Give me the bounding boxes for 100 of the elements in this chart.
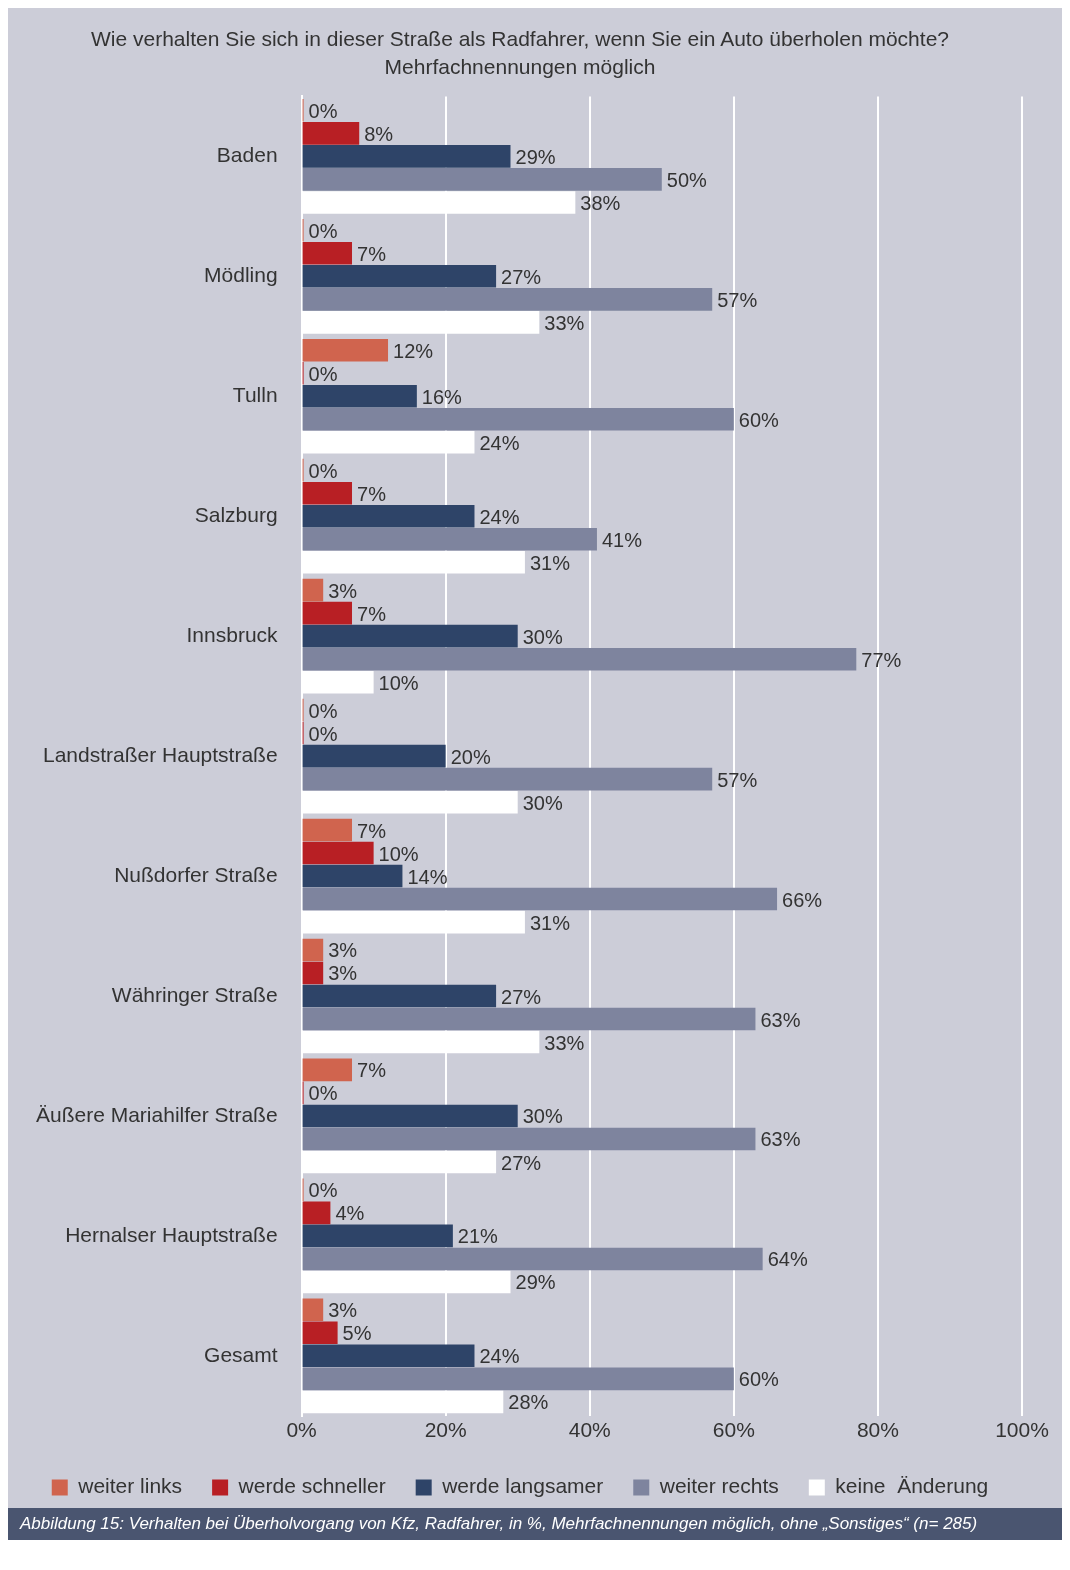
- data-label: 21%: [457, 1225, 499, 1248]
- data-label: 7%: [357, 1059, 387, 1082]
- data-label: 8%: [364, 122, 394, 145]
- y-tick-label: Äußere Mariahilfer Straße: [35, 1102, 278, 1126]
- x-tick-label: 60%: [712, 1418, 755, 1442]
- x-tick-label: 80%: [856, 1418, 899, 1442]
- bar: [302, 601, 353, 625]
- bar: [302, 1344, 475, 1368]
- data-label: 0%: [308, 99, 338, 122]
- bar: [302, 145, 511, 168]
- x-tick-label: 40%: [568, 1418, 611, 1442]
- legend-label: werde schneller: [237, 1474, 386, 1498]
- data-label: 27%: [501, 985, 542, 1008]
- bar: [302, 384, 417, 408]
- data-label: 24%: [479, 505, 520, 528]
- data-label: 60%: [738, 1368, 780, 1391]
- data-label: 64%: [767, 1248, 808, 1271]
- data-label: 0%: [308, 1082, 338, 1105]
- y-tick-label: Tulln: [232, 383, 278, 407]
- bar: [302, 265, 497, 288]
- bar: [302, 887, 778, 911]
- bar: [302, 338, 389, 362]
- bar: [302, 1058, 353, 1082]
- bar: [302, 1127, 756, 1151]
- bar: [302, 767, 713, 791]
- data-label: 3%: [328, 962, 358, 985]
- data-label: 27%: [501, 265, 542, 288]
- y-tick-label: Salzburg: [194, 503, 278, 527]
- data-label: 38%: [580, 191, 621, 214]
- y-tick-label: Nußdorfer Straße: [114, 862, 278, 886]
- data-label: 57%: [717, 768, 758, 791]
- bar: [302, 168, 662, 191]
- data-label: 0%: [308, 699, 338, 722]
- legend-label: weiter rechts: [658, 1474, 779, 1498]
- data-label: 4%: [335, 1202, 365, 1225]
- data-label: 50%: [666, 168, 708, 191]
- y-tick-label: Mödling: [204, 263, 278, 287]
- data-label: 0%: [308, 722, 338, 745]
- data-label: 29%: [515, 145, 556, 168]
- bar: [302, 647, 857, 671]
- bar: [302, 744, 446, 768]
- data-label: 63%: [760, 1008, 801, 1031]
- data-label: 63%: [760, 1128, 801, 1151]
- data-label: 24%: [479, 431, 520, 454]
- chart-title: Wie verhalten Sie sich in dieser Straße als Radfahrer, wenn Sie ein Auto überholen möchte?: [91, 27, 949, 51]
- bar: [302, 818, 353, 842]
- legend-label: werde langsamer: [441, 1474, 604, 1498]
- bar: [302, 288, 713, 311]
- text: Abbildung 15: Verhalten bei Überholvorgang von Kfz, Radfahrer, in %, Mehrfachnennungen möglich, ohne „Sonstiges“ (n= 285): [8, 1508, 1062, 1540]
- data-label: 7%: [357, 242, 387, 265]
- data-label: 30%: [522, 625, 563, 648]
- y-tick-label: Gesamt: [204, 1342, 278, 1366]
- data-label: 14%: [407, 865, 448, 888]
- bar: [302, 527, 597, 551]
- data-label: 29%: [515, 1271, 556, 1294]
- data-label: 30%: [522, 791, 563, 814]
- data-label: 7%: [357, 602, 387, 625]
- bar: [302, 1201, 331, 1225]
- chart-subtitle: Mehrfachnennungen möglich: [384, 54, 656, 78]
- data-label: 3%: [328, 1299, 358, 1322]
- bar: [302, 408, 734, 431]
- data-label: 28%: [508, 1391, 549, 1414]
- data-label: 7%: [357, 819, 387, 842]
- data-label: 0%: [308, 362, 338, 385]
- bar: [302, 1247, 763, 1271]
- y-tick-label: Hernalser Hauptstraße: [65, 1222, 278, 1246]
- bar: [302, 938, 324, 962]
- bar: [302, 984, 497, 1008]
- bar: [302, 122, 360, 145]
- legend-label: keine Änderung: [835, 1474, 989, 1498]
- data-label: 33%: [544, 1031, 585, 1054]
- bar: [302, 1321, 338, 1345]
- data-label: 60%: [738, 408, 780, 431]
- data-label: 3%: [328, 579, 358, 602]
- data-label: 20%: [450, 745, 491, 768]
- data-label: 57%: [717, 288, 758, 311]
- bar: [302, 624, 518, 648]
- y-tick-label: Landstraßer Hauptstraße: [42, 742, 278, 766]
- data-label: 30%: [522, 1105, 563, 1128]
- data-label: 3%: [328, 939, 358, 962]
- bar: [302, 242, 353, 265]
- data-label: 33%: [544, 311, 585, 334]
- bar: [302, 841, 374, 865]
- bar: [302, 504, 475, 528]
- x-tick-label: 0%: [286, 1418, 317, 1442]
- data-label: 10%: [378, 842, 419, 865]
- bar: [302, 1224, 453, 1248]
- data-label: 16%: [421, 385, 463, 408]
- bar: [302, 864, 403, 888]
- data-label: 7%: [357, 482, 387, 505]
- data-label: 5%: [342, 1322, 372, 1345]
- bar: [302, 1298, 324, 1322]
- y-tick-label: Währinger Straße: [111, 982, 278, 1006]
- data-label: 31%: [529, 911, 571, 934]
- bar: [302, 1367, 734, 1391]
- data-label: 0%: [308, 219, 338, 242]
- x-tick-label: 20%: [424, 1418, 467, 1442]
- bar: [302, 578, 324, 602]
- data-label: 24%: [479, 1345, 520, 1368]
- bar: [302, 1007, 756, 1031]
